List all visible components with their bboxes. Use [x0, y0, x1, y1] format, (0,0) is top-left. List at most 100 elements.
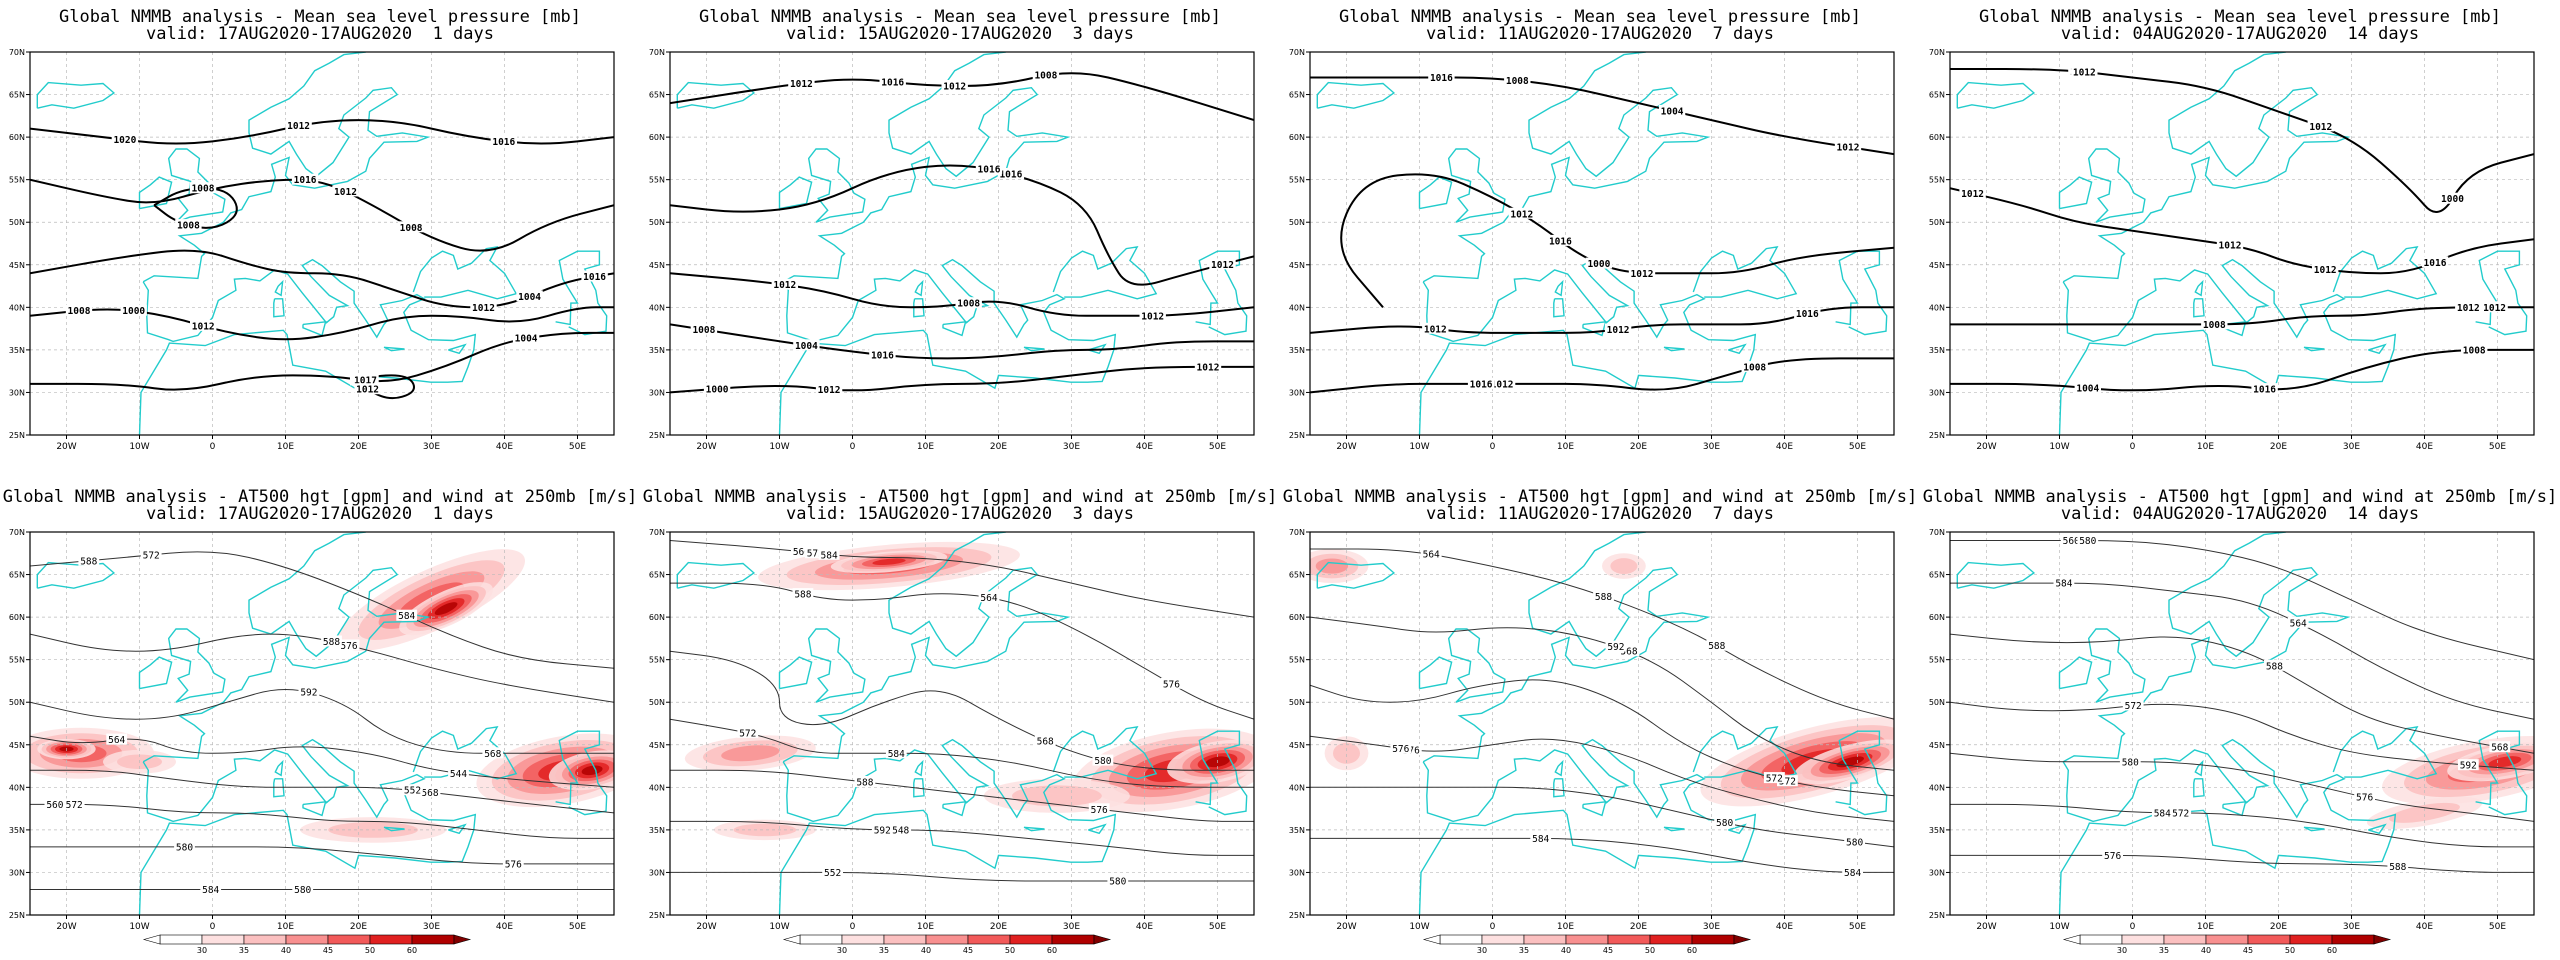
coastline	[1418, 656, 1453, 690]
contour-label: 580	[1094, 756, 1111, 767]
colorbar-swatch	[369, 934, 413, 945]
contour-label: 1012	[2314, 265, 2337, 276]
contour-label: 588	[80, 556, 97, 567]
lon-tick-label: 10E	[2197, 922, 2214, 932]
coastline	[2194, 279, 2204, 297]
lon-tick-label: 50E	[569, 922, 586, 932]
contour-label: 592	[300, 688, 317, 699]
lat-tick-label: 60N	[1929, 133, 1945, 142]
colorbar-swatch	[841, 934, 885, 945]
contour-label: 1016	[1796, 309, 1819, 320]
coastline	[274, 279, 284, 297]
map-canvas: 564 568 572 576 580 584 588 592 572 576 580 584 588 2…	[1289, 528, 1895, 955]
contour-label: 564	[980, 593, 997, 604]
lon-tick-label: 40E	[1136, 922, 1153, 932]
contour-label: 1016	[2253, 385, 2276, 396]
lon-tick-label: 0	[1490, 922, 1496, 932]
colorbar-arrow	[2062, 934, 2081, 945]
lat-tick-label: 50N	[9, 218, 25, 227]
coastline	[273, 778, 285, 798]
contour-label: 1012	[1631, 269, 1654, 280]
contour-label: 1012	[1837, 143, 1860, 154]
colorbar-tick-label: 45	[2243, 946, 2253, 955]
lon-tick-label: 30E	[1703, 442, 1720, 452]
contour-label: 1012	[1961, 189, 1984, 200]
map-panel-mslp-1: Global NMMB analysis - Mean sea level pr…	[640, 0, 1280, 480]
contour-label: 584	[1532, 834, 1549, 845]
colorbar-swatch	[327, 934, 371, 945]
contour-label: 552	[404, 786, 421, 797]
lat-tick-label: 40N	[649, 783, 665, 792]
contour-label: 1000	[1587, 259, 1610, 270]
lat-tick-label: 45N	[649, 741, 665, 750]
lon-tick-label: 30E	[423, 922, 440, 932]
coastline	[1023, 826, 1045, 832]
colorbar-tick-label: 50	[365, 946, 375, 955]
coastline	[1052, 245, 1158, 300]
contour-label: 564	[1423, 550, 1440, 561]
lon-tick-label: 10E	[917, 442, 934, 452]
wind-shade	[733, 823, 797, 837]
contour-label: 1016	[1549, 236, 1572, 247]
contour-label: 560	[2063, 536, 2080, 547]
panel-title: Global NMMB analysis - Mean sea level pr…	[59, 7, 581, 27]
coastline	[1835, 250, 1888, 336]
lon-tick-label: 20W	[1976, 922, 1996, 932]
coastline	[1052, 725, 1158, 780]
lon-tick-label: 20W	[56, 922, 76, 932]
coastline	[942, 320, 967, 337]
coastline	[142, 532, 431, 763]
contour-label: 1016	[871, 351, 894, 362]
contour-label: 1000	[2441, 194, 2464, 205]
coastline	[2475, 730, 2528, 816]
colorbar-tick-label: 35	[239, 946, 249, 955]
lat-tick-label: 30N	[9, 388, 25, 397]
lon-tick-label: 50E	[2489, 442, 2506, 452]
contour-label: 1012	[773, 280, 796, 291]
colorbar-arrow	[453, 934, 472, 945]
lat-tick-label: 25N	[9, 431, 25, 440]
contour-label: 1012	[287, 121, 310, 132]
panel-subtitle: valid: 17AUG2020-17AUG2020 1 days	[146, 24, 494, 44]
colorbar-tick-label: 60	[1687, 946, 1697, 955]
colorbar-arrow	[1422, 934, 1441, 945]
lon-tick-label: 10E	[917, 922, 934, 932]
contour-label: 1016	[978, 164, 1001, 175]
lon-tick-label: 0	[850, 922, 856, 932]
contour-label: 572	[2172, 808, 2189, 819]
coastline	[914, 759, 924, 777]
coastline	[1554, 279, 1564, 297]
colorbar-swatch	[967, 934, 1011, 945]
lat-tick-label: 40N	[1929, 303, 1945, 312]
lat-tick-label: 45N	[649, 261, 665, 270]
panel-subtitle: valid: 04AUG2020-17AUG2020 14 days	[2060, 24, 2420, 44]
panel-subtitle: valid: 11AUG2020-17AUG2020 7 days	[1426, 504, 1774, 524]
lon-tick-label: 0	[850, 442, 856, 452]
contour-label: 1016	[1470, 379, 1493, 390]
panel-title: Global NMMB analysis - Mean sea level pr…	[1979, 7, 2501, 27]
contour-label: 1012	[1607, 325, 1630, 336]
lon-tick-label: 40E	[496, 442, 513, 452]
lat-tick-label: 30N	[1929, 868, 1945, 877]
lon-tick-label: 40E	[496, 922, 513, 932]
lat-tick-label: 30N	[649, 388, 665, 397]
lat-tick-label: 50N	[649, 698, 665, 707]
colorbar-swatch	[2079, 934, 2123, 945]
coastline	[807, 628, 866, 703]
lat-tick-label: 55N	[1289, 176, 1305, 185]
contour-line	[1310, 735, 1894, 822]
panel-subtitle: valid: 15AUG2020-17AUG2020 3 days	[786, 504, 1134, 524]
map-canvas: 1016101210121016101210121008100410001016…	[1929, 48, 2535, 452]
lat-tick-label: 35N	[9, 826, 25, 835]
lat-tick-label: 25N	[1289, 911, 1305, 920]
lat-tick-label: 55N	[649, 656, 665, 665]
contour-label: 1012	[2483, 303, 2506, 314]
contour-label: 572	[1766, 774, 1783, 785]
lat-tick-label: 55N	[9, 656, 25, 665]
coastline	[1582, 320, 1607, 337]
coastline	[2222, 800, 2247, 817]
lat-tick-label: 70N	[1289, 48, 1305, 57]
contour-label: 592	[2460, 761, 2477, 772]
lon-tick-label: 0	[1490, 442, 1496, 452]
lon-tick-label: 20E	[1630, 442, 1647, 452]
